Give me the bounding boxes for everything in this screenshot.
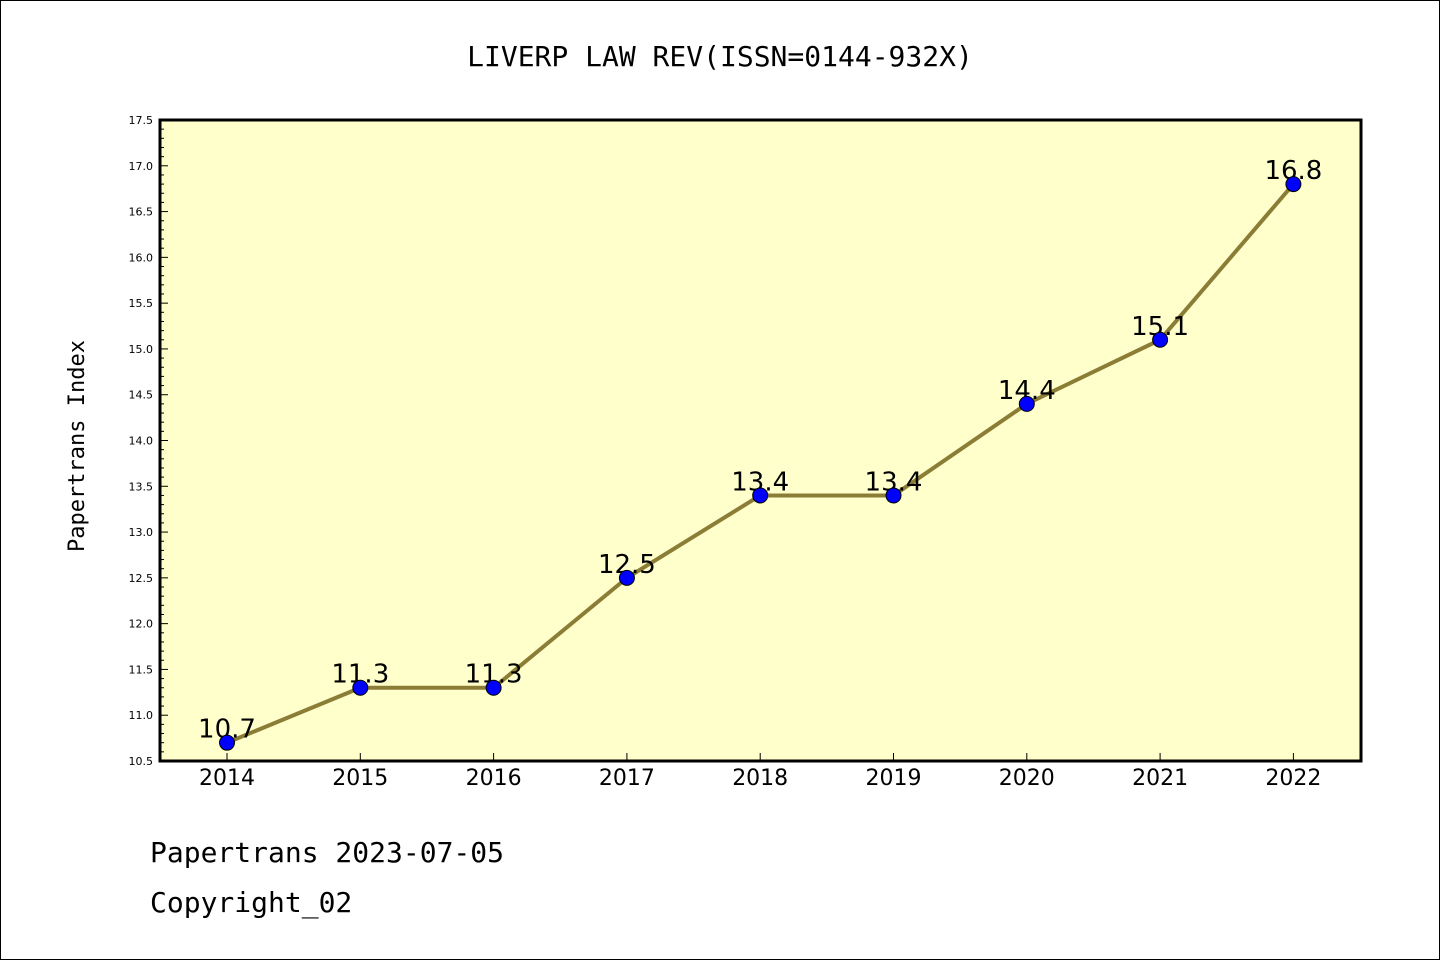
footer-copyright: Copyright_02	[150, 886, 353, 919]
y-tick-label: 16.5	[129, 206, 154, 219]
series-papertrans-index: 10.711.3 11.312.513.4 13.414.415.116.8	[198, 156, 1322, 751]
x-tick-label: 2022	[1265, 766, 1321, 791]
y-tick-label: 12.5	[129, 572, 154, 585]
y-tick-label: 11.5	[129, 663, 154, 676]
y-tick-label: 17.0	[129, 160, 154, 173]
y-tick-label: 15.0	[129, 343, 154, 356]
data-point	[485, 679, 502, 696]
data-point	[1285, 176, 1302, 193]
x-axis: 2014 2015 2016 2017 2018 2019 2020 2021 2022	[199, 753, 1321, 791]
data-point	[1018, 395, 1035, 412]
plot-border	[158, 118, 1363, 763]
footer-date: Papertrans 2023-07-05	[150, 836, 505, 869]
chart-title: LIVERP LAW REV(ISSN=0144-932X)	[467, 40, 973, 73]
y-tick-label: 15.5	[129, 297, 154, 310]
plot-area	[160, 120, 1361, 761]
y-tick-label: 11.0	[129, 709, 154, 722]
data-point	[219, 734, 235, 751]
x-tick-label: 2021	[1132, 766, 1188, 791]
data-point	[885, 487, 902, 504]
x-tick-label: 2016	[466, 766, 522, 791]
data-point	[352, 679, 369, 696]
y-tick-label: 17.5	[129, 114, 154, 127]
x-tick-label: 2014	[199, 766, 255, 791]
y-tick-label: 13.0	[129, 526, 154, 539]
x-tick-label: 2017	[599, 766, 655, 791]
x-tick-label: 2020	[999, 766, 1055, 791]
y-tick-label: 14.5	[129, 389, 154, 402]
y-tick-label: 13.5	[129, 480, 154, 493]
data-point	[1152, 331, 1169, 348]
y-axis-label: Papertrans Index	[65, 340, 90, 552]
y-tick-label: 16.0	[129, 251, 154, 264]
data-point	[752, 487, 769, 504]
y-tick-label: 14.0	[129, 435, 154, 448]
x-tick-label: 2018	[732, 766, 788, 791]
y-tick-label: 12.0	[129, 618, 154, 631]
y-tick-label: 10.5	[129, 755, 154, 768]
x-tick-label: 2019	[866, 766, 922, 791]
x-tick-label: 2015	[332, 766, 388, 791]
data-point	[618, 569, 635, 586]
